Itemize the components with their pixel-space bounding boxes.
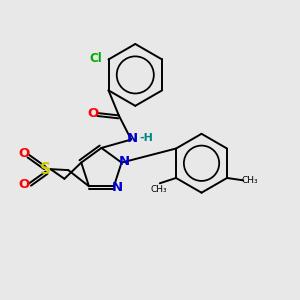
Text: CH₃: CH₃ — [242, 176, 258, 185]
Text: O: O — [87, 106, 98, 119]
Text: N: N — [127, 133, 138, 146]
Text: N: N — [111, 181, 122, 194]
Text: Cl: Cl — [90, 52, 103, 65]
Text: O: O — [18, 178, 30, 191]
Text: N: N — [119, 155, 130, 168]
Text: -H: -H — [139, 134, 153, 143]
Text: S: S — [40, 162, 51, 177]
Text: O: O — [18, 147, 30, 160]
Text: CH₃: CH₃ — [150, 185, 167, 194]
